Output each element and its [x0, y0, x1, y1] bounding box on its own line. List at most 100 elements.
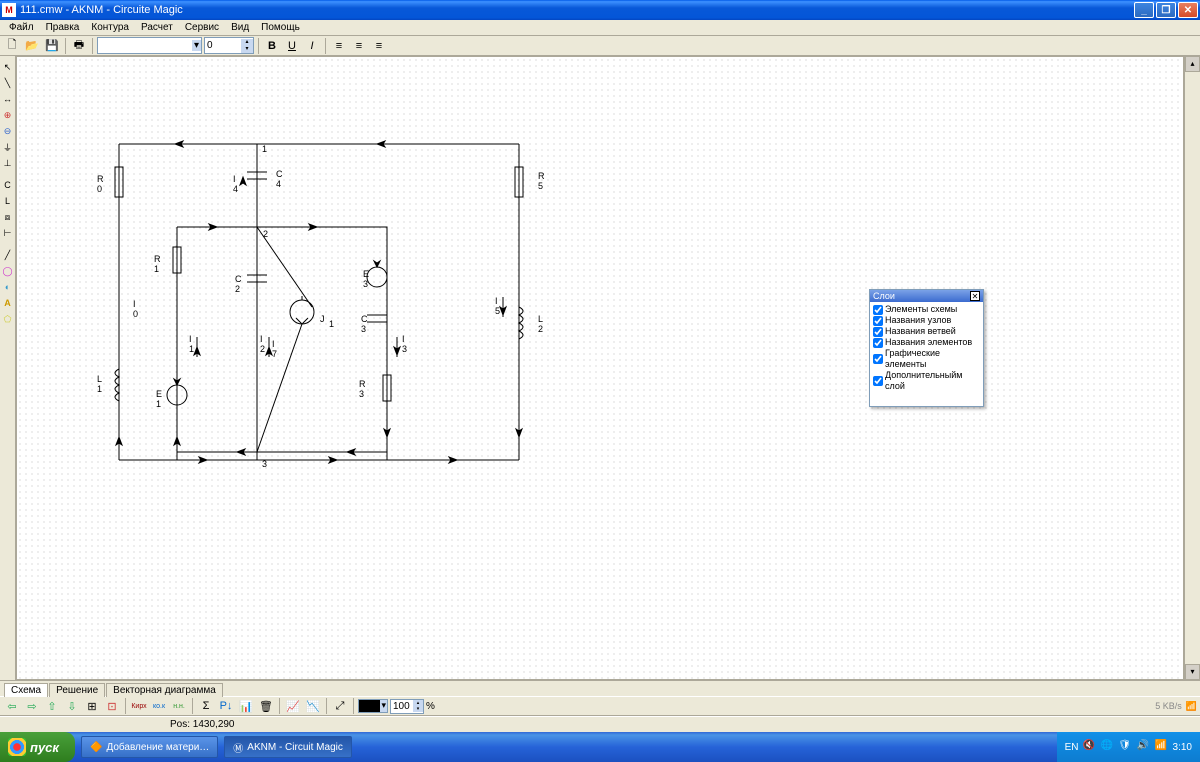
underline-button[interactable]: U — [283, 37, 301, 55]
kok-button[interactable]: ко.к — [150, 697, 168, 715]
chart2-button[interactable]: 📉 — [304, 697, 322, 715]
svg-text:I: I — [189, 334, 192, 344]
svg-text:1: 1 — [329, 319, 334, 329]
taskbar: пуск 🔶 Добавление матери… Ⓜ AKNM - Circu… — [0, 732, 1200, 762]
tray-icon[interactable]: 🔇 — [1083, 740, 1097, 754]
tool-sub[interactable]: ⊖ — [1, 124, 15, 138]
nav-right[interactable]: ⇨ — [23, 697, 41, 715]
canvas[interactable]: R01I4C4R5R12C2E3I0J1C3I3I5L2I1I2I7L1E1R3… — [16, 56, 1184, 680]
kirch-button[interactable]: Кирх — [130, 697, 148, 715]
chart1-button[interactable]: 📈 — [284, 697, 302, 715]
snap-button[interactable]: ⊡ — [103, 697, 121, 715]
layer-check-4[interactable]: Графические элементы — [873, 348, 980, 370]
delete-button[interactable]: 🗑 — [257, 697, 275, 715]
minimize-button[interactable]: _ — [1134, 2, 1154, 18]
tray-icon[interactable]: 🛡 — [1119, 740, 1133, 754]
tool-poly[interactable]: ⬠ — [1, 312, 15, 326]
tool-wire[interactable]: ╲ — [1, 76, 15, 90]
nav-left[interactable]: ⇦ — [3, 697, 21, 715]
layers-panel-header[interactable]: Слои ✕ — [870, 290, 983, 302]
zoom-pct-label: % — [426, 701, 435, 712]
grid-button[interactable]: ⊞ — [83, 697, 101, 715]
layer-check-1[interactable]: Названия узлов — [873, 315, 980, 326]
menu-file[interactable]: Файл — [3, 22, 40, 33]
speed-label: 5 KB/s — [1155, 701, 1182, 711]
taskbar-app1[interactable]: 🔶 Добавление матери… — [81, 736, 218, 758]
svg-text:1: 1 — [189, 344, 194, 354]
fontsize-spinner[interactable]: 0▴▾ — [204, 37, 254, 54]
tray-icon[interactable]: 🔊 — [1137, 740, 1151, 754]
layers-panel-close[interactable]: ✕ — [970, 291, 980, 301]
layer-check-2[interactable]: Названия ветвей — [873, 326, 980, 337]
nav-up[interactable]: ⇧ — [43, 697, 61, 715]
svg-text:3: 3 — [361, 324, 366, 334]
tray-icon[interactable]: 📶 — [1155, 740, 1169, 754]
tab-vector[interactable]: Векторная диаграмма — [106, 683, 223, 697]
tray-clock[interactable]: 3:10 — [1173, 742, 1192, 753]
layer-check-3[interactable]: Названия элементов — [873, 337, 980, 348]
open-button[interactable]: 📂 — [23, 37, 41, 55]
svg-text:C: C — [361, 314, 368, 324]
svg-text:1: 1 — [156, 399, 161, 409]
svg-text:E: E — [156, 389, 162, 399]
nn-button[interactable]: н.н. — [170, 697, 188, 715]
layers-panel[interactable]: Слои ✕ Элементы схемы Названия узлов Наз… — [869, 289, 984, 407]
tool-ground[interactable]: ⏚ — [1, 140, 15, 154]
status-pos: Pos: 1430,290 — [170, 719, 235, 730]
tray-lang[interactable]: EN — [1065, 742, 1079, 753]
menu-service[interactable]: Сервис — [179, 22, 225, 33]
nav-down[interactable]: ⇩ — [63, 697, 81, 715]
bottom-tabs: Схема Решение Векторная диаграмма — [0, 680, 1200, 696]
layer-check-0[interactable]: Элементы схемы — [873, 304, 980, 315]
svg-text:R: R — [538, 171, 545, 181]
tool-node[interactable]: ⊥ — [1, 156, 15, 170]
svg-text:1: 1 — [262, 144, 267, 154]
speed-icon: 📶 — [1186, 701, 1197, 712]
menu-contours[interactable]: Контура — [85, 22, 135, 33]
font-combo[interactable] — [97, 37, 202, 54]
close-button[interactable]: ✕ — [1178, 2, 1198, 18]
tool-line[interactable]: ╱ — [1, 248, 15, 262]
sigma-button[interactable]: Σ — [197, 697, 215, 715]
save-button[interactable]: 💾 — [43, 37, 61, 55]
vertical-scrollbar[interactable] — [1184, 56, 1200, 680]
tab-schema[interactable]: Схема — [4, 683, 48, 697]
tool-resistor[interactable]: ⧈ — [1, 210, 15, 224]
menu-help[interactable]: Помощь — [255, 22, 306, 33]
bold-button[interactable]: B — [263, 37, 281, 55]
align-left-button[interactable]: ≡ — [330, 37, 348, 55]
align-center-button[interactable]: ≡ — [350, 37, 368, 55]
tool-circle[interactable]: ◯ — [1, 264, 15, 278]
tool-arc[interactable]: ◐ — [1, 280, 15, 294]
tool-hmove[interactable]: ↔ — [1, 92, 15, 106]
svg-text:J: J — [320, 314, 325, 324]
align-right-button[interactable]: ≡ — [370, 37, 388, 55]
menu-view[interactable]: Вид — [225, 22, 255, 33]
tool-junction[interactable]: ⊢ — [1, 226, 15, 240]
p-button[interactable]: P↓ — [217, 697, 235, 715]
system-tray[interactable]: EN 🔇 🌐 🛡 🔊 📶 3:10 — [1057, 732, 1200, 762]
menu-edit[interactable]: Правка — [40, 22, 86, 33]
zoom-spinner[interactable]: 100▴▾ — [390, 699, 424, 714]
new-button[interactable]: 🗋 — [3, 37, 21, 55]
toolbar-bottom: ⇦ ⇨ ⇧ ⇩ ⊞ ⊡ Кирх ко.к н.н. Σ P↓ 📊 🗑 📈 📉 … — [0, 696, 1200, 716]
tool-capacitor[interactable]: C — [1, 178, 15, 192]
flip-button[interactable]: ⤢ — [331, 697, 349, 715]
svg-text:I: I — [272, 339, 275, 349]
color-picker[interactable] — [358, 699, 388, 713]
taskbar-app2[interactable]: Ⓜ AKNM - Circuit Magic — [224, 736, 352, 758]
tool-pointer[interactable]: ↖ — [1, 60, 15, 74]
tab-solution[interactable]: Решение — [49, 683, 105, 697]
italic-button[interactable]: I — [303, 37, 321, 55]
svg-text:C: C — [276, 169, 283, 179]
print-button[interactable]: 🖶 — [70, 37, 88, 55]
start-button[interactable]: пуск — [0, 732, 75, 762]
calc2-button[interactable]: 📊 — [237, 697, 255, 715]
tool-inductor[interactable]: L — [1, 194, 15, 208]
tray-icon[interactable]: 🌐 — [1101, 740, 1115, 754]
layer-check-5[interactable]: Дополнительныйм слой — [873, 370, 980, 392]
tool-add[interactable]: ⊕ — [1, 108, 15, 122]
tool-text[interactable]: A — [1, 296, 15, 310]
maximize-button[interactable]: ❐ — [1156, 2, 1176, 18]
menu-calc[interactable]: Расчет — [135, 22, 179, 33]
